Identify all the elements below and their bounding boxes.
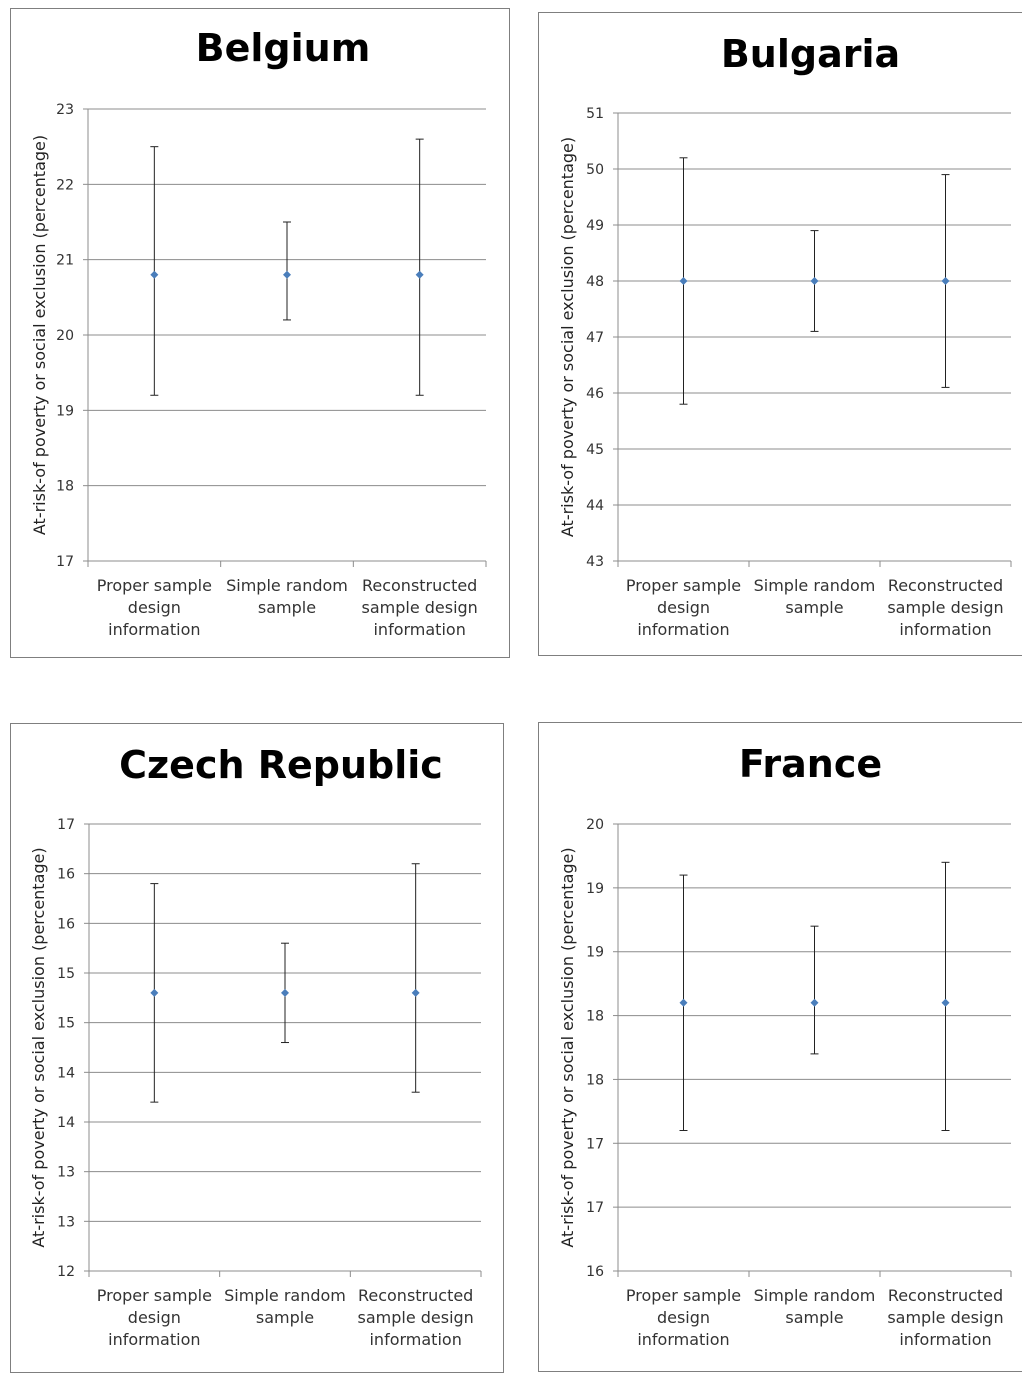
chart-panel-belgium: Belgium 17 18 19 20 21 22 23 At-risk-of poverty …: [10, 8, 510, 658]
y-tick-label: 12: [57, 1264, 75, 1280]
y-tick-label: 23: [56, 102, 74, 118]
category-label: Reconstructed: [888, 576, 1003, 595]
y-axis-label: At-risk-of poverty or social exclusion (…: [558, 847, 577, 1247]
y-tick-label: 51: [586, 106, 604, 122]
y-tick-label: 22: [56, 177, 74, 193]
data-point: [941, 998, 950, 1007]
y-tick-label: 45: [586, 442, 604, 458]
y-tick-label: 18: [56, 479, 74, 495]
category-label: Proper sample: [97, 576, 212, 595]
y-tick-label: 13: [57, 1165, 75, 1181]
category-label: information: [373, 620, 465, 639]
y-tick-label: 16: [57, 867, 75, 883]
category-label: information: [899, 1330, 991, 1349]
data-point: [150, 988, 159, 997]
category-label: sample: [256, 1308, 314, 1327]
chart-svg-belgium: Belgium 17 18 19 20 21 22 23 At-risk-of poverty …: [30, 26, 487, 639]
data-point: [283, 270, 291, 279]
y-axis-label: At-risk-of poverty or social exclusion (…: [30, 135, 49, 535]
y-tick-label: 48: [586, 274, 604, 290]
y-tick-label: 43: [586, 554, 604, 570]
y-tick-label: 19: [586, 881, 604, 897]
category-label: design: [657, 1308, 710, 1327]
y-tick-label: 19: [56, 403, 74, 419]
category-label: Simple random: [754, 1286, 876, 1305]
y-tick-label: 47: [586, 330, 604, 346]
data-point: [679, 998, 688, 1007]
chart-title: Bulgaria: [721, 32, 900, 76]
chart-title: Belgium: [196, 26, 371, 70]
chart-panel-czech-republic: Czech Republic 12 13 13 14 14 15 15 16 16 17 At-ris…: [10, 723, 504, 1373]
category-label: Simple random: [754, 576, 876, 595]
category-label: sample: [785, 598, 843, 617]
chart-title: France: [739, 742, 882, 786]
y-tick-label: 17: [56, 554, 74, 570]
data-point: [941, 277, 950, 285]
category-label: Simple random: [226, 576, 348, 595]
data-point: [810, 998, 819, 1007]
y-tick-label: 50: [586, 162, 604, 178]
y-tick-label: 18: [586, 1072, 604, 1088]
data-point: [679, 277, 688, 285]
y-tick-label: 17: [586, 1136, 604, 1152]
data-point: [281, 988, 289, 997]
category-label: Proper sample: [626, 576, 741, 595]
chart-title: Czech Republic: [119, 743, 443, 787]
data-point: [415, 270, 424, 279]
y-tick-label: 21: [56, 253, 74, 269]
category-label: design: [128, 598, 181, 617]
chart-panel-france: France 16 17 17 18 18 19 19 20 At-risk-of poverty…: [538, 722, 1022, 1372]
category-label: sample design: [357, 1308, 473, 1327]
y-tick-label: 18: [586, 1009, 604, 1025]
category-label: Proper sample: [97, 1286, 212, 1305]
y-tick-label: 16: [57, 916, 75, 932]
category-label: design: [128, 1308, 181, 1327]
y-tick-label: 19: [586, 945, 604, 961]
y-tick-label: 17: [586, 1200, 604, 1216]
category-label: sample design: [887, 598, 1003, 617]
y-tick-label: 20: [56, 328, 74, 344]
y-axis-label: At-risk-of poverty or social exclusion (…: [29, 847, 48, 1247]
data-point: [411, 988, 420, 997]
chart-svg-czech-republic: Czech Republic 12 13 13 14 14 15 15 16 16 17 At-ris…: [29, 743, 482, 1349]
category-label: Simple random: [224, 1286, 346, 1305]
data-point: [150, 270, 159, 279]
category-label: Reconstructed: [358, 1286, 473, 1305]
y-tick-label: 17: [57, 817, 75, 833]
category-label: design: [657, 598, 710, 617]
category-label: information: [637, 620, 729, 639]
category-label: information: [108, 1330, 200, 1349]
y-tick-label: 15: [57, 1016, 75, 1032]
y-tick-label: 15: [57, 966, 75, 982]
category-label: Reconstructed: [362, 576, 477, 595]
chart-svg-bulgaria: Bulgaria 43 44 45 46 47 48 49 50 51 At-risk-of pov…: [558, 32, 1012, 639]
y-tick-label: 46: [586, 386, 604, 402]
category-label: sample design: [361, 598, 477, 617]
y-tick-label: 16: [586, 1264, 604, 1280]
data-point: [810, 277, 819, 285]
chart-panel-bulgaria: Bulgaria 43 44 45 46 47 48 49 50 51 At-risk-of pov…: [538, 12, 1022, 656]
y-tick-label: 14: [57, 1115, 75, 1131]
chart-svg-france: France 16 17 17 18 18 19 19 20 At-risk-of poverty…: [558, 742, 1012, 1349]
category-label: sample: [258, 598, 316, 617]
y-tick-label: 20: [586, 817, 604, 833]
category-label: sample design: [887, 1308, 1003, 1327]
category-label: Proper sample: [626, 1286, 741, 1305]
category-label: sample: [785, 1308, 843, 1327]
y-tick-label: 13: [57, 1214, 75, 1230]
category-label: information: [637, 1330, 729, 1349]
y-tick-label: 14: [57, 1065, 75, 1081]
category-label: information: [369, 1330, 461, 1349]
category-label: information: [108, 620, 200, 639]
y-tick-label: 44: [586, 498, 604, 514]
category-label: Reconstructed: [888, 1286, 1003, 1305]
y-axis-label: At-risk-of poverty or social exclusion (…: [558, 137, 577, 537]
y-tick-label: 49: [586, 218, 604, 234]
category-label: information: [899, 620, 991, 639]
